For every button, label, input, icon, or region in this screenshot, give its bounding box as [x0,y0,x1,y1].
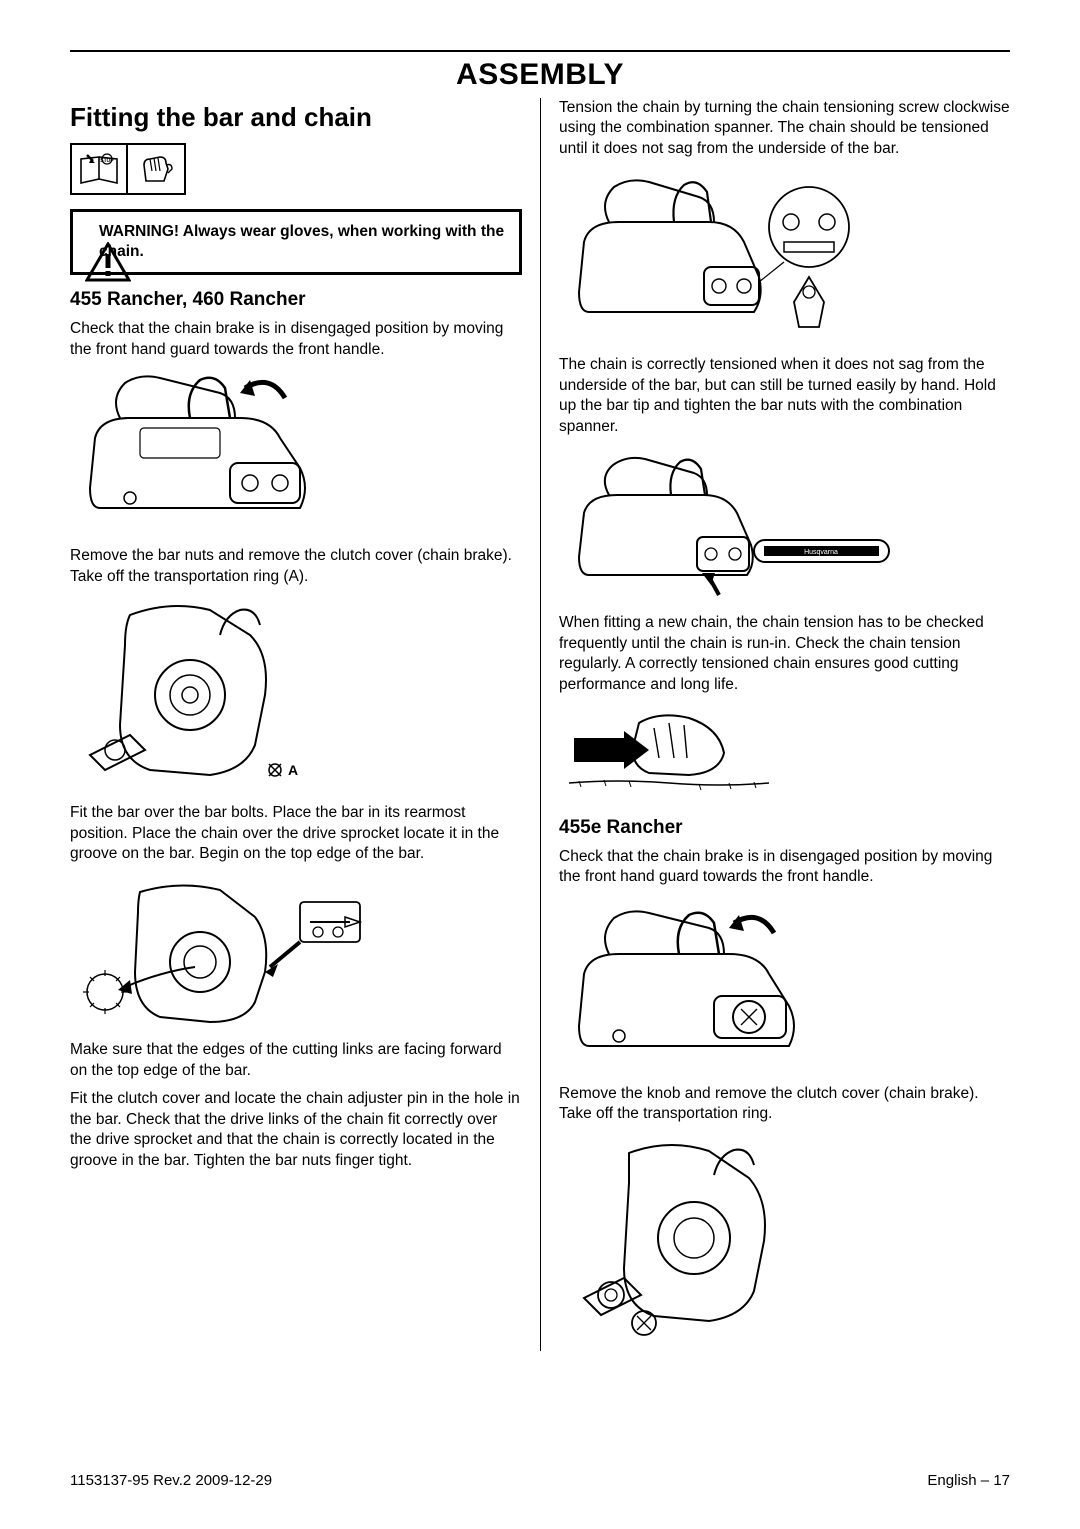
illustration-455e-remove-knob [559,1133,1010,1343]
body-text: The chain is correctly tensioned when it… [559,355,1010,437]
page-footer: 1153137-95 Rev.2 2009-12-29 English – 17 [70,1472,1010,1489]
footer-doc-id: 1153137-95 Rev.2 2009-12-29 [70,1472,272,1489]
model-subhead-455e: 455e Rancher [559,817,1010,839]
body-text: Check that the chain brake is in disenga… [559,847,1010,888]
footer-page-info: English – 17 [927,1472,1010,1489]
gloves-icon [128,143,186,195]
two-column-layout: Fitting the bar and chain STOP [70,98,1010,1351]
section-title: Fitting the bar and chain [70,102,522,133]
right-column: Tension the chain by turning the chain t… [540,98,1010,1351]
illustration-455e-brake-disengage [559,896,1010,1076]
illustration-correct-tension: Husqvarna [559,445,1010,605]
body-text: Fit the clutch cover and locate the chai… [70,1089,522,1171]
body-text: Remove the knob and remove the clutch co… [559,1084,1010,1125]
illustration-check-tension-hand [559,703,1010,803]
page-title: ASSEMBLY [70,58,1010,92]
footer-language: English [927,1472,976,1489]
top-rule [70,50,1010,52]
illustration-fit-bar-chain [70,872,522,1032]
bar-brand-label: Husqvarna [804,549,838,556]
svg-text:STOP: STOP [100,158,114,164]
read-manual-icon: STOP [70,143,128,195]
warning-box: WARNING! Always wear gloves, when workin… [70,209,522,275]
body-text: Remove the bar nuts and remove the clutc… [70,546,522,587]
body-text: When fitting a new chain, the chain tens… [559,613,1010,695]
body-text: Fit the bar over the bar bolts. Place th… [70,803,522,864]
footer-page-number: 17 [993,1472,1010,1489]
model-subhead-455-460: 455 Rancher, 460 Rancher [70,289,522,311]
body-text: Make sure that the edges of the cutting … [70,1040,522,1081]
illustration-tension-screw [559,167,1010,347]
left-column: Fitting the bar and chain STOP [70,98,540,1351]
safety-icon-row: STOP [70,143,522,195]
warning-text: WARNING! Always wear gloves, when workin… [99,222,507,262]
illustration-remove-clutch-cover: A [70,595,522,795]
illustration-brake-disengage [70,368,522,538]
body-text: Tension the chain by turning the chain t… [559,98,1010,159]
label-a: A [288,762,298,778]
body-text: Check that the chain brake is in disenga… [70,319,522,360]
